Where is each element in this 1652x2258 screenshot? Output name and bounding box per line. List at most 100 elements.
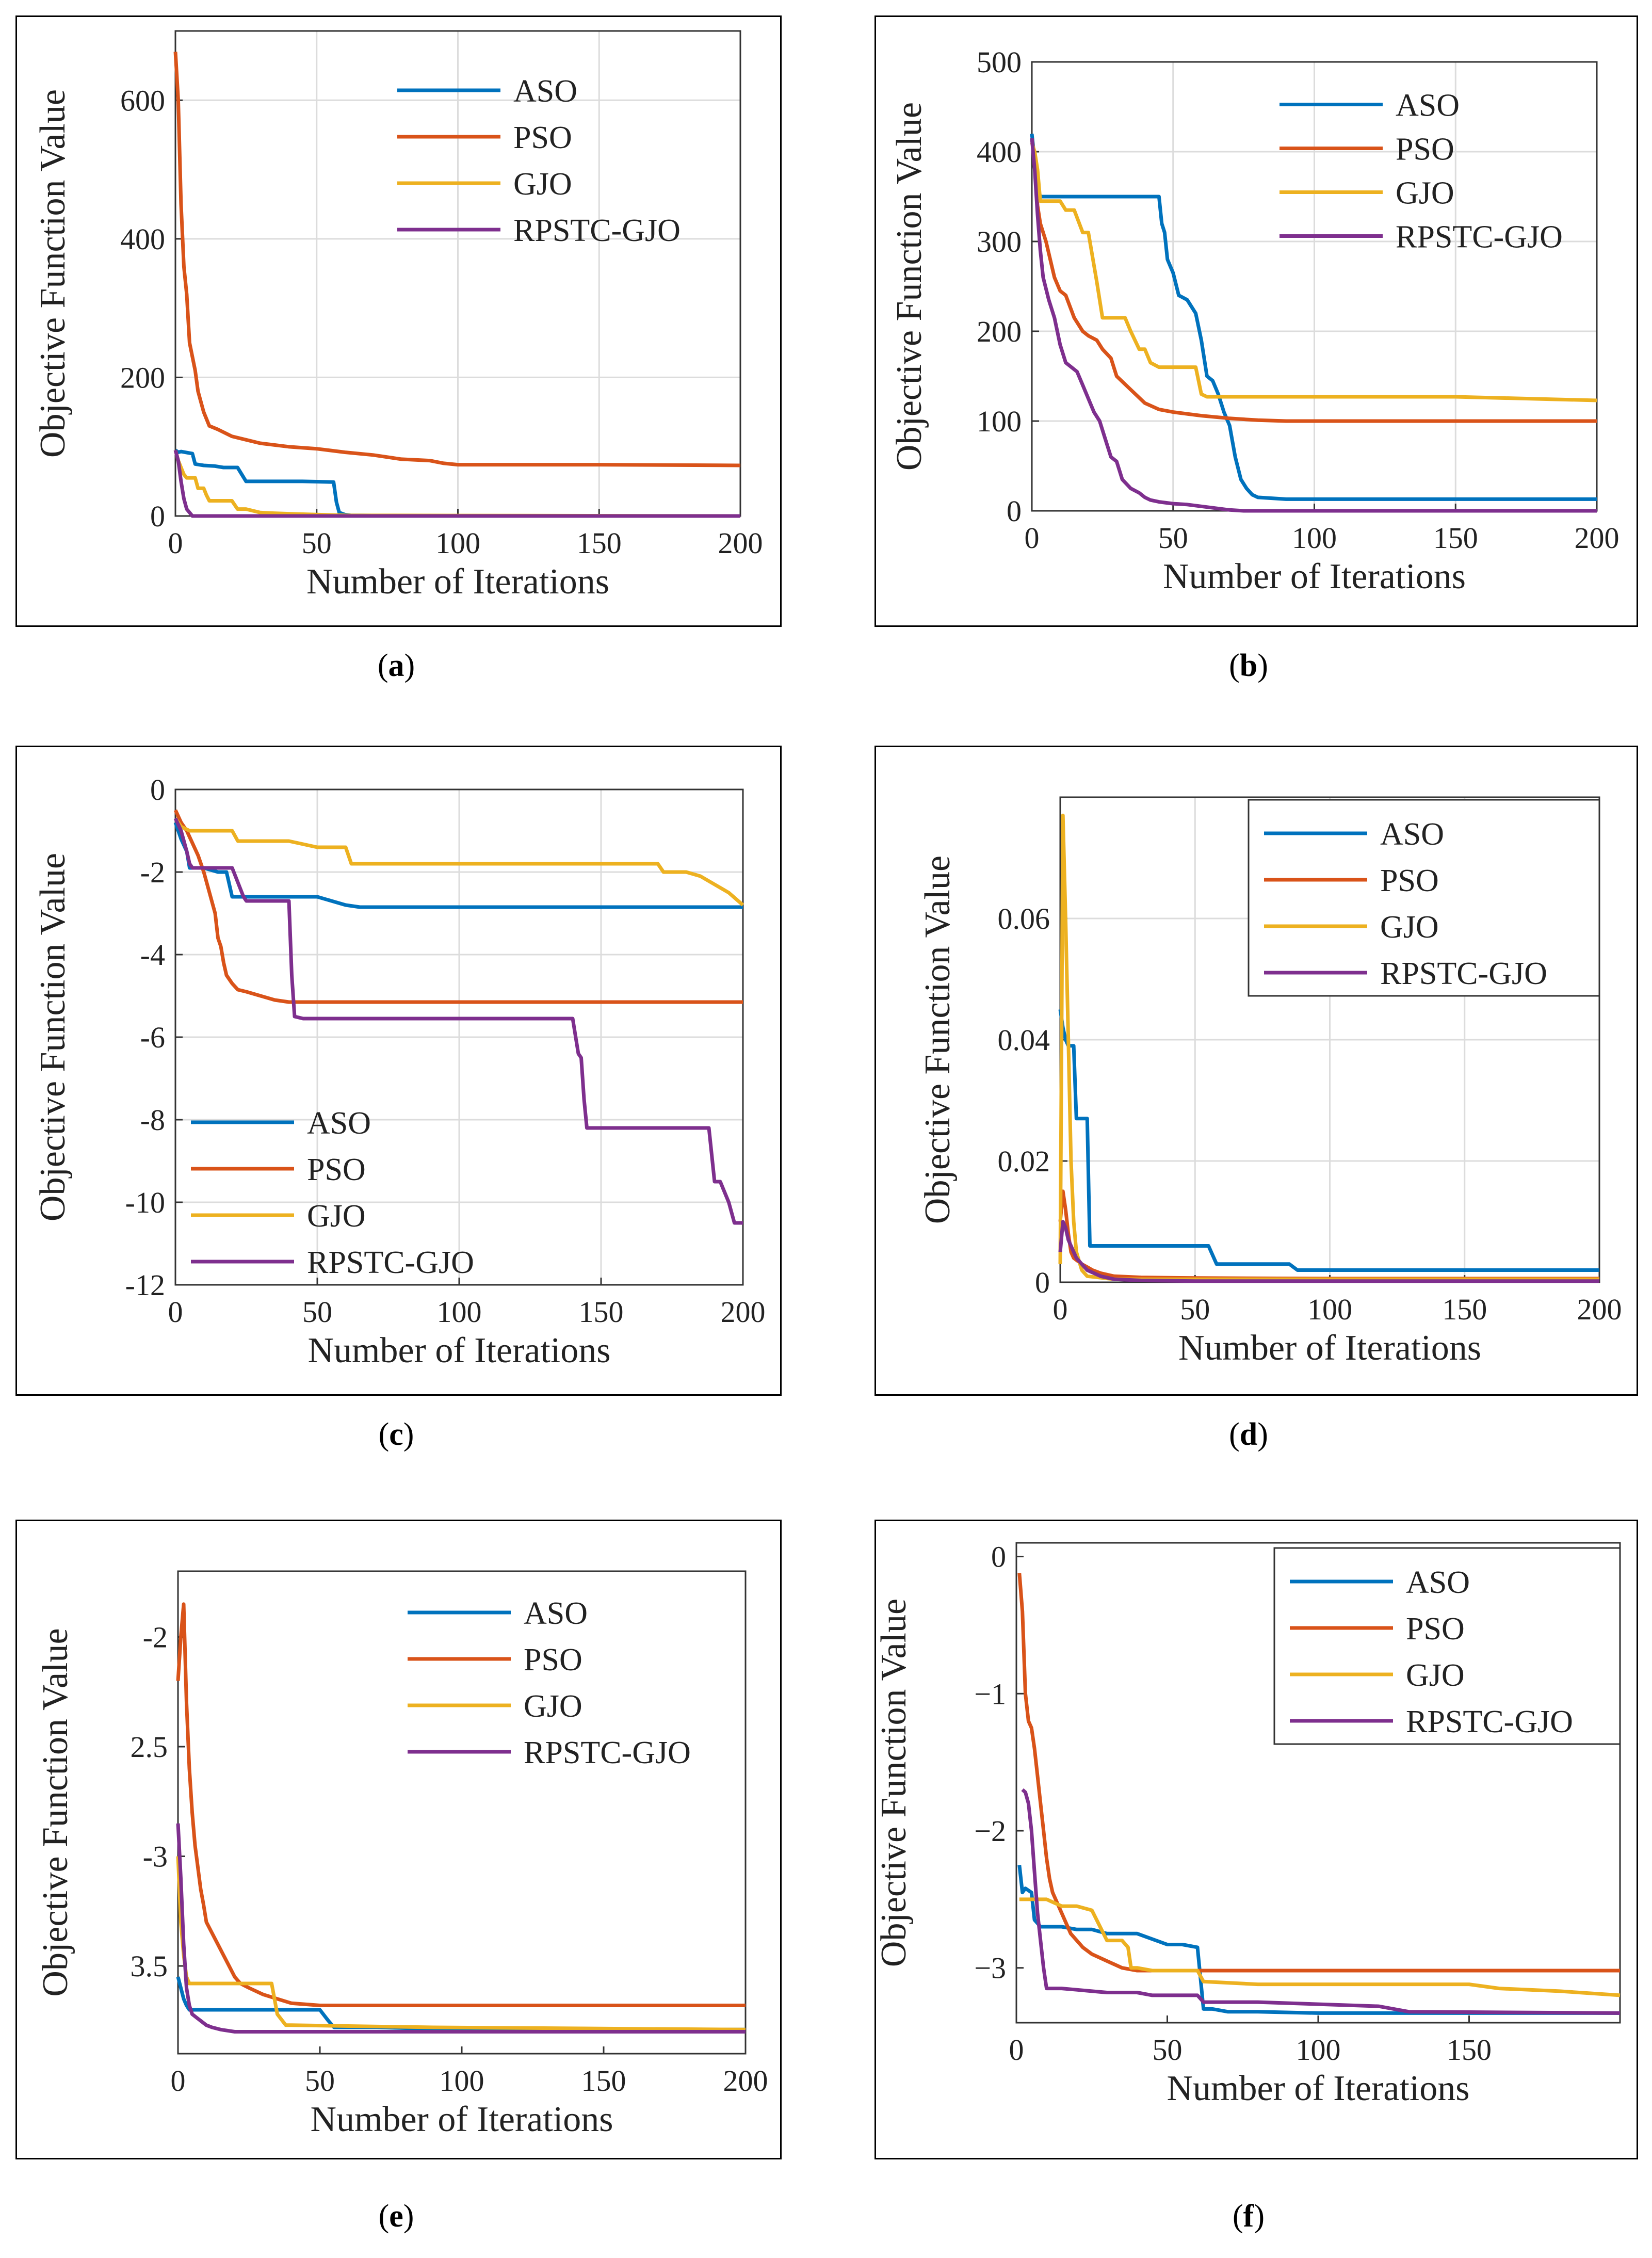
series-aso-line [1030,133,1597,501]
series-gjo-line [173,449,741,518]
x-tick-label: 150 [1442,1293,1487,1326]
panel-b [874,15,1638,627]
y-tick-label: -6 [140,1021,165,1054]
y-tick-label: 0 [991,1540,1006,1574]
caption-d: (d) [1229,1417,1268,1452]
series-gjo-line [174,817,744,907]
x-tick-label: 0 [1009,2033,1024,2067]
x-axis-label: Number of Iterations [306,562,609,602]
x-tick-label: 100 [1292,521,1337,555]
panel-c [15,746,782,1396]
x-axis-label: Number of Iterations [307,1331,610,1370]
x-tick-label: 50 [1158,521,1188,555]
y-tick-label: -3 [143,1840,168,1874]
series-pso-line [1030,138,1597,423]
legend-label: RPSTC-GJO [513,213,681,248]
y-tick-label: 100 [977,405,1022,438]
legend-label: PSO [1380,863,1439,898]
legend-label: GJO [1406,1658,1465,1693]
series-pso-line [173,809,743,1004]
legend-label: ASO [307,1106,371,1141]
legend-label: RPSTC-GJO [1396,220,1563,255]
y-tick-label: 400 [977,135,1022,169]
series-rpstc-gjo-line [176,1823,746,2034]
y-tick-label: 3.5 [131,1949,168,1983]
x-tick-label: 0 [1053,1293,1068,1326]
panel-a [15,15,782,627]
x-tick-label: 200 [1575,521,1619,555]
legend-label: ASO [1406,1565,1470,1600]
series-pso-line [176,1602,746,2007]
y-tick-label: 0.04 [998,1023,1050,1057]
y-tick-label: −3 [974,1951,1006,1985]
legend-label: PSO [513,120,572,155]
x-tick-label: 100 [437,1295,482,1329]
legend-label: PSO [524,1642,582,1678]
series-pso-line [173,52,741,467]
legend-label: PSO [1396,132,1454,167]
x-tick-label: 100 [440,2064,484,2098]
x-tick-label: 200 [718,526,763,560]
caption-c: (c) [378,1417,414,1452]
y-tick-label: 0.06 [998,902,1050,936]
series-rpstc-gjo-line [1021,1788,1621,2015]
legend-label: ASO [1380,817,1444,852]
legend-label: RPSTC-GJO [307,1245,474,1280]
legend-label: GJO [1396,176,1454,211]
y-tick-label: -8 [140,1103,165,1137]
x-tick-label: 200 [723,2064,768,2098]
legend-label: RPSTC-GJO [1406,1704,1573,1739]
series-gjo-line [1030,142,1597,402]
y-axis-label: Objective Function Value [33,853,73,1221]
y-axis-label: Objective Function Value [33,89,73,458]
chart-f: 0 50 100 150 0 −1 −2 −3 Number of Iterations Obje… [874,1540,1621,2108]
caption-a: (a) [377,648,415,683]
chart-c: 0 50 100 150 200 -12 -10 -8 -6 -4 -2 0 Number of Ite… [33,773,766,1370]
legend-label: RPSTC-GJO [524,1735,691,1770]
series-rpstc-gjo-line [173,817,743,1225]
series-aso-line [1017,1865,1620,2015]
y-tick-label: 500 [977,45,1022,79]
legend-label: PSO [1406,1611,1465,1647]
x-tick-label: 150 [577,526,622,560]
y-tick-label: 0 [150,499,165,533]
x-axis-label: Number of Iterations [310,2100,613,2139]
x-tick-label: 50 [305,2064,335,2098]
y-tick-label: 600 [120,84,165,117]
x-axis-label: Number of Iterations [1163,557,1466,596]
x-tick-label: 50 [1180,1293,1210,1326]
chart-b: 0 50 100 150 200 0 100 200 300 400 500 Number of It… [889,45,1619,596]
y-tick-label: 0.02 [998,1144,1050,1178]
y-tick-label: −2 [974,1814,1006,1848]
x-tick-label: 0 [168,1295,183,1329]
legend-label: GJO [513,167,572,202]
y-tick-label: 0 [150,773,165,807]
x-tick-label: 150 [1433,521,1478,555]
x-tick-label: 0 [171,2064,186,2098]
x-tick-label: 100 [1296,2033,1341,2067]
chart-a: 0 50 100 150 200 0 200 400 600 Number of Iteratio… [33,30,763,602]
legend-label: PSO [307,1152,366,1187]
panel-e [15,1520,782,2159]
chart-d: 0 50 100 150 200 0 0.02 0.04 0.06 Number of Itera… [918,796,1622,1368]
y-tick-label: 300 [977,225,1022,259]
x-tick-label: 100 [1307,1293,1352,1326]
y-tick-label: −1 [974,1677,1006,1711]
x-tick-label: 0 [1025,521,1040,555]
series-gjo-line [176,1856,746,2031]
y-axis-label: Objective Function Value [918,856,958,1224]
x-axis-label: Number of Iterations [1167,2069,1469,2108]
y-tick-label: 0 [1007,494,1022,528]
y-tick-label: -2 [143,1621,168,1654]
y-axis-label: Objective Function Value [874,1599,914,1967]
plot-area [177,1570,747,2055]
x-tick-label: 100 [435,526,480,560]
y-tick-label: 200 [977,315,1022,348]
series-gjo-line [1058,813,1599,1281]
x-tick-label: 150 [1447,2033,1492,2067]
x-tick-label: 150 [581,2064,626,2098]
y-tick-label: 2.5 [131,1730,168,1764]
series-rpstc-gjo-line [1030,138,1597,513]
legend-label: GJO [307,1199,366,1234]
caption-b: (b) [1229,648,1268,683]
